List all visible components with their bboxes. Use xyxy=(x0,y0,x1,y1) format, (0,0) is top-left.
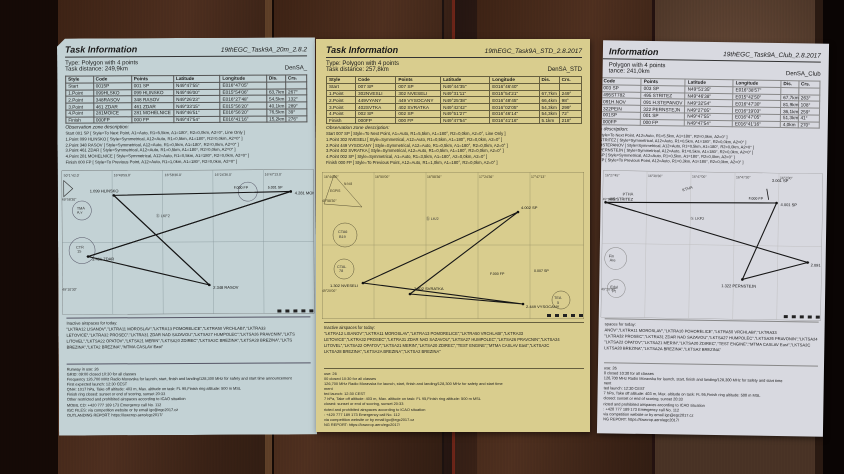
svg-text:4.002 SP: 4.002 SP xyxy=(521,205,538,210)
svg-text:16°50'00": 16°50'00" xyxy=(375,175,390,179)
svg-text:17°24'36": 17°24'36" xyxy=(479,175,494,179)
svg-text:49°10'30": 49°10'30" xyxy=(62,288,77,292)
svg-text:Ⓢ LK/2: Ⓢ LK/2 xyxy=(426,216,439,221)
svg-text:16°49'59.0': 16°49'59.0' xyxy=(114,173,131,177)
svg-text:49°58'30": 49°58'30" xyxy=(322,199,337,203)
svg-text:16°27'45": 16°27'45" xyxy=(605,173,620,177)
svg-text:F.000 FP: F.000 FP xyxy=(749,197,764,201)
svg-text:4.281 MOHELNIC: 4.281 MOHELNIC xyxy=(295,190,315,195)
svg-text:3.402 SVRATKA: 3.402 SVRATKA xyxy=(414,286,444,291)
svg-text:Ⓢ LKF2: Ⓢ LKF2 xyxy=(690,216,704,221)
svg-text:TEA: TEA xyxy=(554,296,562,300)
svg-text:16°58'36": 16°58'36" xyxy=(427,175,442,179)
svg-text:0.007 SP: 0.007 SP xyxy=(534,269,549,273)
svg-text:50°1°42.0': 50°1°42.0' xyxy=(64,174,80,178)
svg-text:A,v: A,v xyxy=(77,211,83,215)
svg-text:3.461 ZDAR: 3.461 ZDAR xyxy=(92,256,114,261)
svg-text:5.001 SP: 5.001 SP xyxy=(268,185,283,189)
svg-text:495 STRITEZ: 495 STRITEZ xyxy=(609,196,634,201)
svg-text:16°47'00": 16°47'00" xyxy=(692,175,707,179)
svg-text:16°30'30": 16°30'30" xyxy=(648,174,663,178)
svg-text:49°58'30": 49°58'30" xyxy=(62,198,77,202)
svg-text:16°24'36.0': 16°24'36.0' xyxy=(215,173,232,177)
svg-text:15: 15 xyxy=(77,250,81,254)
svg-text:Ⓢ LKF2: Ⓢ LKF2 xyxy=(156,213,170,218)
svg-text:1.099 HLINSKO: 1.099 HLINSKO xyxy=(90,188,119,193)
svg-text:16°58'36.0': 16°58'36.0' xyxy=(165,173,182,177)
svg-text:2.348 RASOV: 2.348 RASOV xyxy=(213,285,238,290)
svg-text:CTA6: CTA6 xyxy=(338,230,347,234)
svg-text:2.449 VYSOCANY: 2.449 VYSOCANY xyxy=(526,304,560,309)
svg-text:B19: B19 xyxy=(339,235,346,239)
svg-text:EGPIS: EGPIS xyxy=(330,189,341,193)
svg-text:2.091 H.STEPANOV: 2.091 H.STEPANOV xyxy=(811,263,823,269)
svg-text:N:N:8: N:N:8 xyxy=(344,182,352,186)
svg-text:Are: Are xyxy=(610,258,616,262)
svg-text:1.322 PERNSTEJN: 1.322 PERNSTEJN xyxy=(721,283,756,289)
svg-text:49°20'00": 49°20'00" xyxy=(322,289,337,293)
svg-text:3.001 SP: 3.001 SP xyxy=(772,178,789,183)
svg-text:F.000 FP: F.000 FP xyxy=(490,272,505,276)
svg-text:16°47'30": 16°47'30" xyxy=(736,175,751,179)
svg-text:16°47'13.0': 16°47'13.0' xyxy=(265,173,282,177)
svg-text:1.302 NVESELI: 1.302 NVESELI xyxy=(330,283,358,288)
svg-text:KTHA: KTHA xyxy=(682,184,694,192)
svg-text:Pt: Pt xyxy=(612,289,617,293)
svg-text:4.001 SP: 4.001 SP xyxy=(781,202,798,207)
svg-text:17°47'13": 17°47'13" xyxy=(531,175,546,179)
svg-text:F.000 FP: F.000 FP xyxy=(234,186,249,190)
svg-text:78: 78 xyxy=(339,269,343,273)
